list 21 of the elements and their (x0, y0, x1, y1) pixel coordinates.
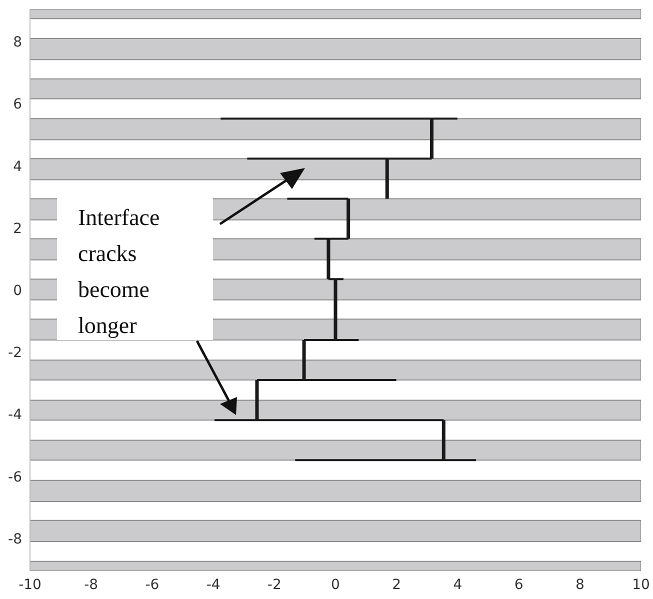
x-tick-label: 2 (392, 576, 402, 593)
y-tick-label: -4 (8, 407, 22, 424)
annotation: Interface cracks become longer (78, 204, 161, 340)
x-tick-label: -6 (145, 576, 160, 593)
y-tick-label: 8 (13, 34, 22, 51)
x-tick-label: -8 (84, 576, 98, 593)
x-tick-label: -2 (267, 576, 282, 593)
y-tick-label: -6 (8, 469, 22, 486)
y-tick-label: 0 (13, 282, 22, 299)
x-tick-label: 10 (632, 576, 650, 593)
y-tick-label: -8 (8, 531, 22, 548)
x-tick-label: -4 (206, 576, 220, 593)
x-tick-label: -10 (18, 576, 42, 593)
y-tick-label: 2 (13, 220, 22, 237)
y-tick-label: 6 (13, 96, 22, 113)
x-tick-label: 6 (514, 576, 524, 593)
y-tick-label: 4 (13, 158, 22, 175)
y-tick-label: -2 (8, 345, 22, 362)
x-tick-label: 8 (575, 576, 584, 593)
x-tick-label: 0 (331, 576, 340, 593)
x-tick-label: 4 (453, 576, 462, 593)
